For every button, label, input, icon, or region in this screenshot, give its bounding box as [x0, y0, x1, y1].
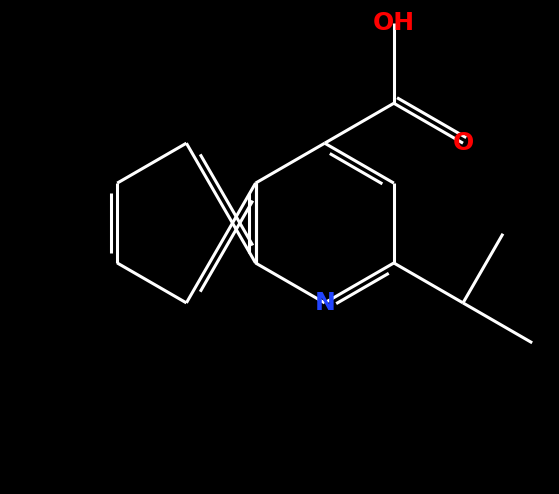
Text: O: O	[452, 131, 473, 155]
Text: N: N	[314, 291, 335, 315]
Text: OH: OH	[373, 11, 415, 36]
